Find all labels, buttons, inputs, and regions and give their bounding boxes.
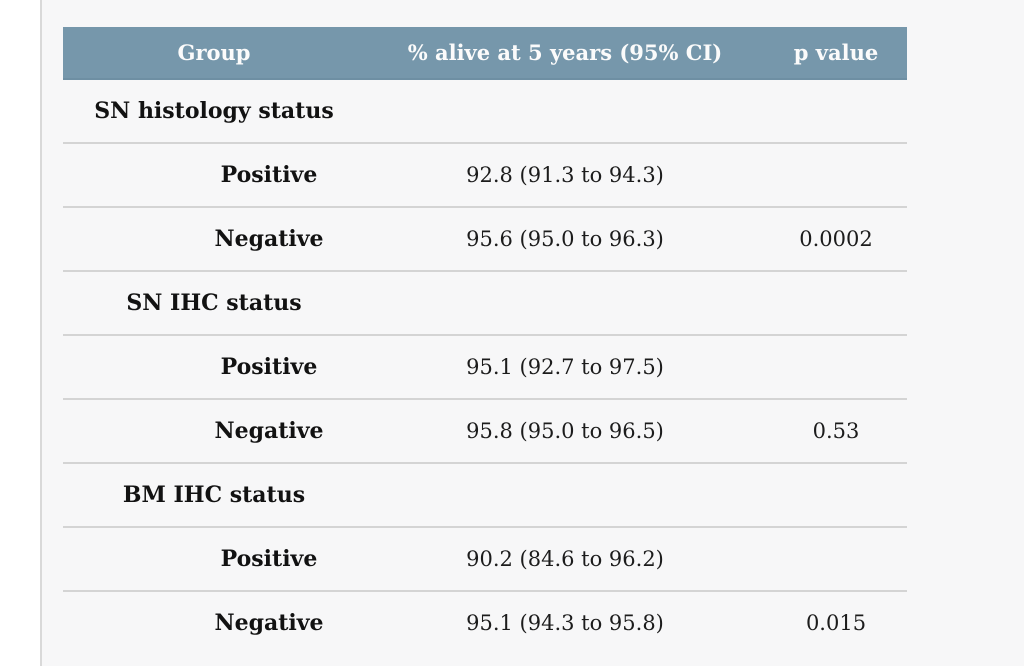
table-row: Positive 92.8 (91.3 to 94.3) (63, 144, 907, 208)
alive-value-cell: 95.8 (95.0 to 96.5) (466, 419, 664, 443)
column-header-alive: % alive at 5 years (95% CI) (407, 40, 723, 65)
alive-value-cell: 92.8 (91.3 to 94.3) (466, 163, 664, 187)
table-row: Negative 95.8 (95.0 to 96.5) 0.53 (63, 400, 907, 464)
section-label: SN IHC status (126, 290, 302, 316)
pvalue-cell: 0.015 (805, 611, 867, 635)
table-row: Positive 95.1 (92.7 to 97.5) (63, 336, 907, 400)
section-label: BM IHC status (122, 482, 306, 508)
column-header-group: Group (177, 40, 251, 65)
table-row: Negative 95.1 (94.3 to 95.8) 0.015 (63, 592, 907, 654)
alive-value-cell: 90.2 (84.6 to 96.2) (466, 547, 664, 571)
alive-value-cell: 95.6 (95.0 to 96.3) (466, 227, 664, 251)
table-row: Positive 90.2 (84.6 to 96.2) (63, 528, 907, 592)
group-cell: Positive (220, 354, 318, 380)
pvalue-cell: 0.53 (812, 419, 860, 443)
table-row: Negative 95.6 (95.0 to 96.3) 0.0002 (63, 208, 907, 272)
column-header-pvalue: p value (793, 40, 879, 65)
table-body: SN histology status Positive 92.8 (91.3 to… (63, 80, 907, 654)
survival-stats-table: Group % alive at 5 years (95% CI) p valu… (63, 27, 907, 654)
group-cell: Negative (214, 610, 324, 636)
group-cell: Negative (214, 226, 324, 252)
table-header-row: Group % alive at 5 years (95% CI) p valu… (63, 27, 907, 80)
section-header-row: SN histology status (63, 80, 907, 144)
group-cell: Positive (220, 162, 318, 188)
pvalue-cell: 0.0002 (799, 227, 873, 251)
group-cell: Positive (220, 546, 318, 572)
page-left-margin (0, 0, 42, 666)
section-label: SN histology status (94, 98, 334, 124)
alive-value-cell: 95.1 (92.7 to 97.5) (466, 355, 664, 379)
section-header-row: SN IHC status (63, 272, 907, 336)
section-header-row: BM IHC status (63, 464, 907, 528)
alive-value-cell: 95.1 (94.3 to 95.8) (466, 611, 664, 635)
group-cell: Negative (214, 418, 324, 444)
